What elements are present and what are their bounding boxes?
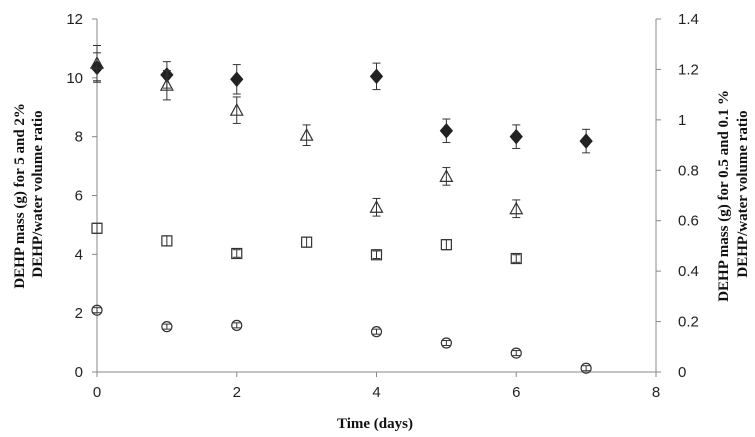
axes: 0 2 4 6 8 0 2 4 6 8 10 12 0 0.2 0.4 0.6 0.8 1 1.2 1.4 [66, 11, 699, 401]
x-tick-label: 8 [652, 384, 660, 401]
data-point-triangle [369, 200, 384, 213]
y-left-tick-label: 8 [75, 129, 83, 146]
y-left-tick-label: 6 [75, 188, 83, 205]
data-point-square [370, 249, 383, 261]
data-point-diamond [439, 123, 454, 139]
y-left-tick-label: 4 [75, 246, 83, 263]
x-tick-label: 0 [93, 384, 101, 401]
series-open-circle [91, 304, 592, 374]
data-point-square [510, 252, 522, 265]
y-left-tick-label: 2 [75, 305, 83, 322]
y-right-axis-title: DEHP mass (g) for 0.5 and 0.1 % DEHP/wat… [716, 86, 751, 302]
data-point-circle [580, 362, 592, 374]
data-point-diamond [369, 68, 384, 85]
data-point-square [231, 247, 243, 260]
data-point-diamond [230, 71, 244, 88]
data-point-square [161, 235, 173, 247]
data-point-circle [510, 347, 522, 359]
data-marks [89, 44, 593, 374]
data-point-triangle [229, 102, 244, 116]
data-point-circle [370, 326, 383, 338]
y-right-axis-title-line1: DEHP mass (g) for 0.5 and 0.1 % [716, 90, 732, 302]
y-right-tick-label: 0.6 [678, 213, 699, 230]
y-left-axis-title-line2: DEHP/water volume ratio [30, 110, 46, 277]
y-right-tick-label: 0.2 [678, 314, 699, 331]
y-right-tick-label: 0.4 [678, 263, 699, 280]
data-point-square [440, 239, 452, 251]
y-right-tick-label: 0 [678, 364, 686, 381]
data-point-diamond [509, 128, 523, 145]
y-right-tick-label: 0.8 [678, 162, 699, 179]
y-left-tick-label: 0 [75, 364, 83, 381]
x-tick-label: 2 [233, 384, 241, 401]
y-left-tick-label: 12 [66, 11, 83, 28]
y-left-tick-label: 10 [66, 70, 83, 87]
data-point-circle [440, 337, 452, 349]
data-point-square [301, 236, 313, 248]
x-axis-title: Time (days) [337, 416, 413, 432]
series-open-square [91, 222, 522, 265]
x-tick-label: 6 [512, 384, 520, 401]
series-filled-diamond [90, 52, 593, 154]
data-point-triangle [439, 169, 454, 182]
data-point-circle [231, 319, 243, 331]
y-right-tick-label: 1.4 [678, 11, 699, 28]
series-open-triangle [89, 44, 524, 219]
data-point-triangle [159, 77, 174, 91]
data-point-triangle [299, 127, 314, 141]
data-point-triangle [89, 55, 105, 69]
y-left-axis-title-line1: DEHP mass (g) for 5 and 2% [12, 103, 28, 289]
data-point-diamond [579, 133, 593, 149]
data-point-circle [161, 321, 173, 333]
y-right-axis-title-line2: DEHP/water volume ratio [735, 110, 751, 277]
data-point-square [91, 222, 103, 234]
data-point-triangle [509, 201, 524, 215]
y-right-tick-label: 1 [678, 112, 686, 129]
x-tick-label: 4 [372, 384, 380, 401]
y-right-tick-label: 1.2 [678, 61, 699, 78]
data-point-circle [91, 304, 103, 316]
y-left-axis-title: DEHP mass (g) for 5 and 2% DEHP/water vo… [12, 99, 46, 288]
